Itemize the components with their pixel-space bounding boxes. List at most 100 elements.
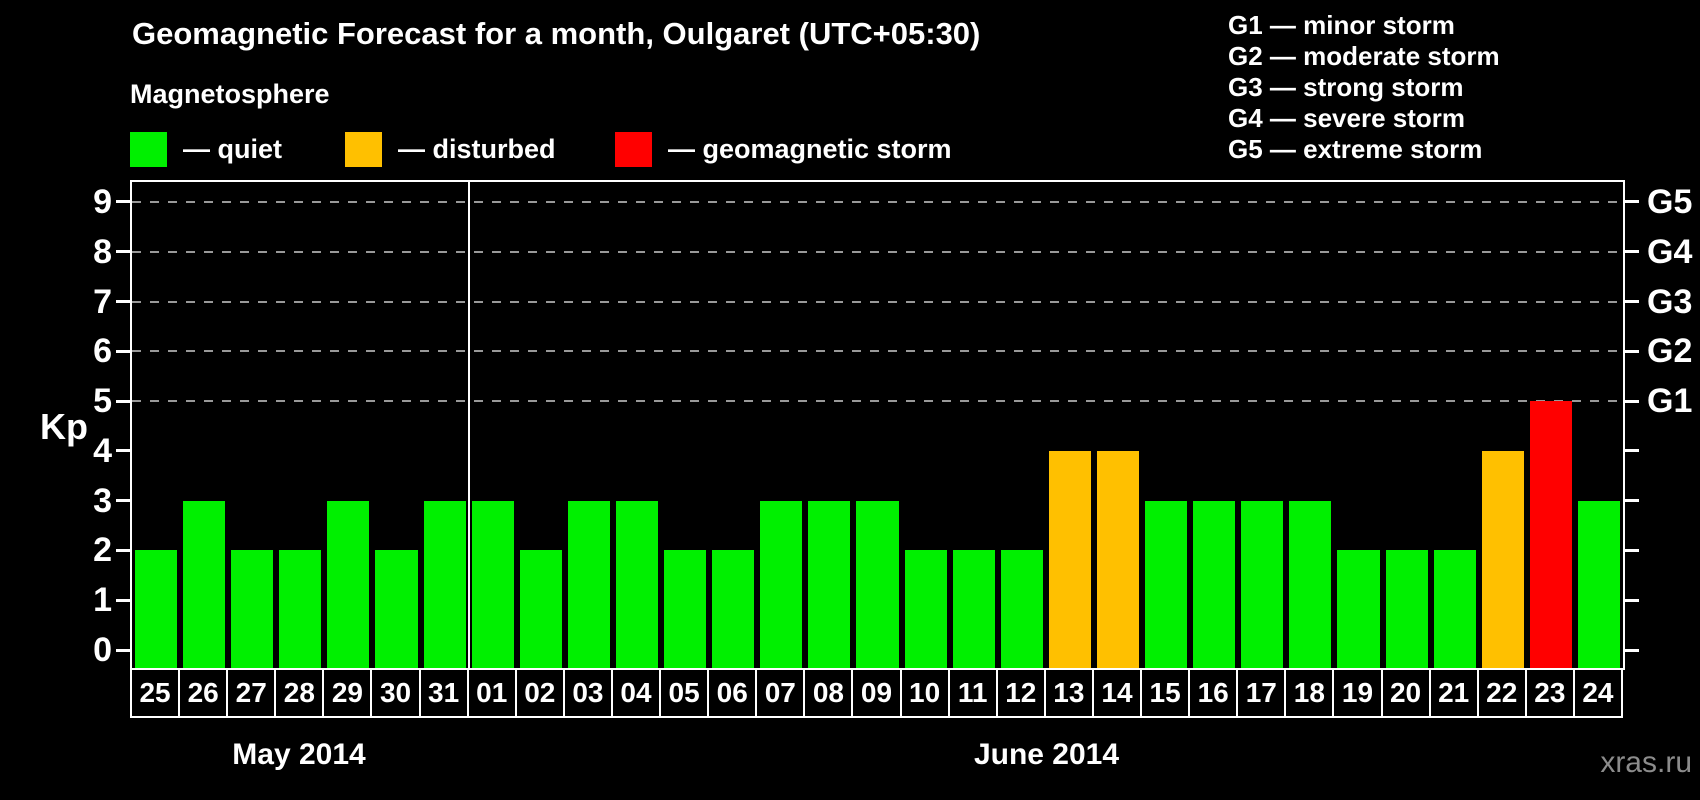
y-tick-right-0 bbox=[1625, 648, 1639, 652]
date-cell-june-07: 07 bbox=[755, 668, 806, 718]
legend-item-disturbed: — disturbed bbox=[345, 131, 556, 168]
date-cell-may-27: 27 bbox=[226, 668, 277, 718]
date-cell-june-04: 04 bbox=[610, 668, 662, 718]
date-cell-june-01: 01 bbox=[466, 668, 517, 718]
magnetosphere-heading: Magnetosphere bbox=[130, 79, 330, 109]
bar-may-27 bbox=[231, 550, 274, 668]
gridline-kp-7 bbox=[132, 300, 1623, 303]
bar-june-20 bbox=[1385, 550, 1428, 668]
y-tick-left-8 bbox=[116, 250, 130, 254]
y-tick-label-7: 7 bbox=[93, 282, 112, 321]
date-cell-june-23: 23 bbox=[1524, 668, 1575, 718]
y-tick-left-5 bbox=[116, 399, 130, 403]
bar-may-25 bbox=[135, 550, 178, 668]
bar-june-08 bbox=[808, 500, 851, 668]
bar-june-11 bbox=[952, 550, 995, 668]
date-cell-june-18: 18 bbox=[1284, 668, 1335, 718]
legend-item-storm: — geomagnetic storm bbox=[615, 131, 952, 168]
right-axis-label-g3: G3 bbox=[1647, 282, 1693, 321]
bar-may-29 bbox=[327, 500, 370, 668]
bar-june-15 bbox=[1145, 500, 1188, 668]
right-axis-label-g1: G1 bbox=[1647, 382, 1693, 421]
y-tick-label-2: 2 bbox=[93, 531, 112, 570]
storm-scale-g2: G2 — moderate storm bbox=[1228, 41, 1500, 71]
date-cell-may-28: 28 bbox=[274, 668, 325, 718]
date-cell-june-21: 21 bbox=[1428, 668, 1479, 718]
storm-scale-g3: G3 — strong storm bbox=[1228, 72, 1464, 102]
y-tick-left-3 bbox=[116, 499, 130, 503]
date-cell-june-12: 12 bbox=[995, 668, 1046, 718]
storm-scale-g1: G1 — minor storm bbox=[1228, 10, 1455, 40]
date-cell-june-19: 19 bbox=[1332, 668, 1383, 718]
y-tick-label-5: 5 bbox=[93, 382, 112, 421]
y-tick-label-0: 0 bbox=[93, 631, 112, 669]
plot-area bbox=[116, 180, 1639, 670]
bar-june-13 bbox=[1048, 450, 1091, 668]
bar-may-28 bbox=[279, 550, 322, 668]
bar-may-31 bbox=[423, 500, 466, 668]
y-tick-label-6: 6 bbox=[93, 332, 112, 371]
y-tick-label-4: 4 bbox=[93, 431, 112, 470]
legend-label-quiet: — quiet bbox=[183, 134, 282, 164]
date-cell-june-24: 24 bbox=[1572, 668, 1623, 718]
date-cell-june-08: 08 bbox=[803, 668, 854, 718]
bar-june-12 bbox=[1000, 550, 1043, 668]
date-cell-june-02: 02 bbox=[514, 668, 565, 718]
date-cell-may-26: 26 bbox=[178, 668, 229, 718]
y-tick-label-8: 8 bbox=[93, 232, 112, 271]
y-tick-right-8 bbox=[1625, 250, 1639, 254]
y-tick-label-1: 1 bbox=[93, 581, 112, 620]
y-tick-right-6 bbox=[1625, 349, 1639, 353]
bar-june-03 bbox=[567, 500, 610, 668]
bar-june-16 bbox=[1193, 500, 1236, 668]
date-cell-june-16: 16 bbox=[1188, 668, 1239, 718]
gridline-kp-8 bbox=[132, 250, 1623, 253]
storm-swatch-icon bbox=[615, 132, 652, 167]
y-tick-left-7 bbox=[116, 300, 130, 304]
bar-june-17 bbox=[1241, 500, 1284, 668]
disturbed-swatch-icon bbox=[345, 132, 382, 167]
date-cell-june-13: 13 bbox=[1043, 668, 1094, 718]
watermark: xras.ru bbox=[1600, 746, 1692, 779]
storm-scale-g4: G4 — severe storm bbox=[1228, 103, 1466, 133]
bar-june-09 bbox=[856, 500, 899, 668]
chart-title: Geomagnetic Forecast for a month, Oulgar… bbox=[132, 16, 981, 51]
date-cell-june-11: 11 bbox=[947, 668, 998, 718]
y-tick-right-1 bbox=[1625, 598, 1639, 602]
legend-item-quiet: — quiet bbox=[130, 131, 282, 168]
legend-label-storm: — geomagnetic storm bbox=[668, 134, 952, 164]
bar-june-18 bbox=[1289, 500, 1332, 668]
date-cell-may-30: 30 bbox=[370, 668, 421, 718]
date-cell-june-05: 05 bbox=[659, 668, 710, 718]
bar-june-02 bbox=[519, 550, 562, 668]
date-cell-may-29: 29 bbox=[322, 668, 373, 718]
right-axis-label-g5: G5 bbox=[1647, 182, 1693, 221]
y-tick-label-9: 9 bbox=[93, 182, 112, 221]
date-cell-june-03: 03 bbox=[562, 668, 613, 718]
y-tick-right-4 bbox=[1625, 449, 1639, 453]
storm-scale-g5: G5 — extreme storm bbox=[1228, 134, 1483, 164]
y-tick-left-4 bbox=[116, 449, 130, 453]
bar-june-10 bbox=[904, 550, 947, 668]
gridline-kp-5 bbox=[132, 400, 1623, 403]
bar-june-19 bbox=[1337, 550, 1380, 668]
date-cell-may-31: 31 bbox=[418, 668, 469, 718]
y-tick-left-1 bbox=[116, 598, 130, 602]
bar-june-24 bbox=[1577, 500, 1620, 668]
month-label-june: June 2014 bbox=[973, 738, 1120, 771]
bar-june-07 bbox=[760, 500, 803, 668]
legend-label-disturbed: — disturbed bbox=[398, 134, 556, 164]
bar-june-05 bbox=[664, 550, 707, 668]
date-cell-june-17: 17 bbox=[1236, 668, 1287, 718]
bar-june-21 bbox=[1433, 550, 1476, 668]
date-cell-june-10: 10 bbox=[899, 668, 950, 718]
y-tick-right-3 bbox=[1625, 499, 1639, 503]
y-tick-label-3: 3 bbox=[93, 481, 112, 520]
gridline-kp-9 bbox=[132, 200, 1623, 203]
y-tick-left-6 bbox=[116, 349, 130, 353]
date-cell-june-20: 20 bbox=[1380, 668, 1431, 718]
right-axis-label-g4: G4 bbox=[1647, 232, 1693, 271]
month-label-may: May 2014 bbox=[232, 738, 366, 771]
storm-scale-legend: G1 — minor storm G2 — moderate storm G3 … bbox=[1228, 10, 1500, 165]
